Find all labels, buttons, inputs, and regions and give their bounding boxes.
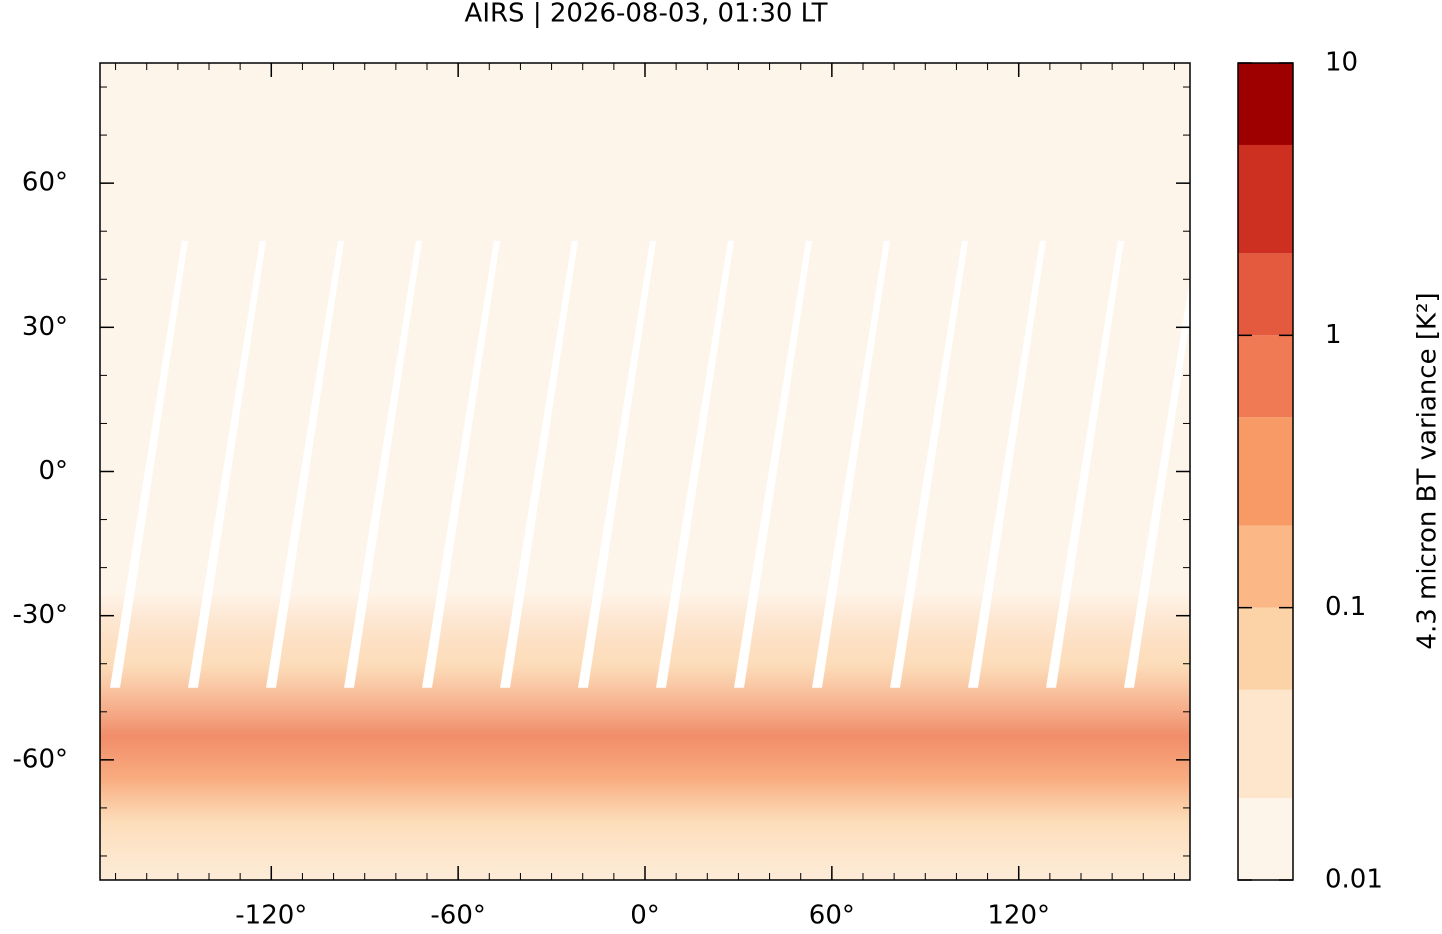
- colorbar-band: [1238, 417, 1293, 525]
- southern-wave-band: [100, 592, 1190, 880]
- colorbar-tick-label: 0.01: [1325, 865, 1383, 895]
- colorbar-band: [1238, 798, 1293, 880]
- colorbar-tick-label: 10: [1325, 48, 1358, 78]
- colorbar-tick-label: 1: [1325, 320, 1342, 350]
- colorbar-band: [1238, 335, 1293, 417]
- colorbar-band: [1238, 690, 1293, 798]
- y-tick-label: -30°: [13, 600, 68, 630]
- x-tick-label: 0°: [630, 901, 660, 931]
- y-tick-label: -60°: [13, 744, 68, 774]
- x-tick-label: -60°: [430, 901, 485, 931]
- colorbar-band: [1238, 63, 1293, 145]
- y-tick-label: 60°: [22, 168, 68, 198]
- colorbar-label: 4.3 micron BT variance [K²]: [1413, 292, 1442, 649]
- colorbar-tick-label: 0.1: [1325, 592, 1366, 622]
- y-tick-label: 30°: [22, 312, 68, 342]
- x-tick-label: 120°: [987, 901, 1050, 931]
- colorbar-band: [1238, 145, 1293, 253]
- colorbar-band: [1238, 608, 1293, 690]
- colorbar-band: [1238, 253, 1293, 335]
- y-tick-label: 0°: [38, 456, 68, 486]
- x-tick-label: -120°: [235, 901, 307, 931]
- x-tick-label: 60°: [809, 901, 855, 931]
- colorbar-band: [1238, 526, 1293, 608]
- chart-title: AIRS | 2026-08-03, 01:30 LT: [465, 0, 828, 29]
